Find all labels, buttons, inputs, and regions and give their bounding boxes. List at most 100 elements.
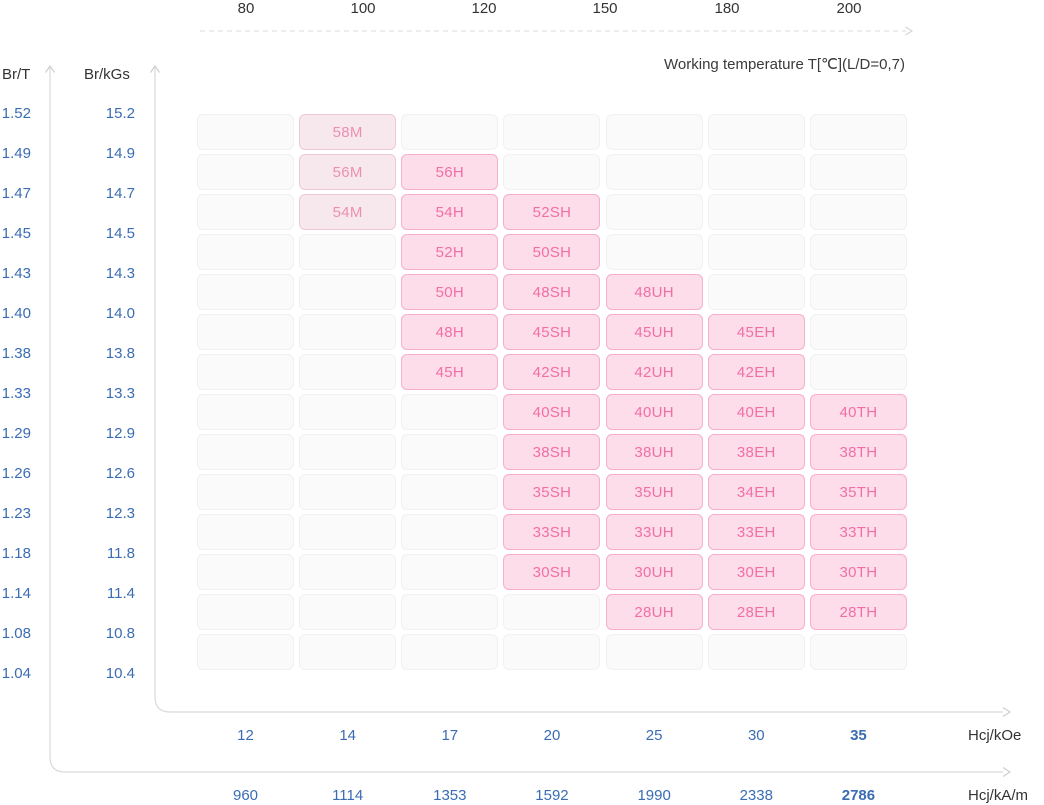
grade-cell-50h[interactable]: 50H bbox=[401, 274, 499, 310]
grade-cell-42sh[interactable]: 42SH bbox=[503, 354, 601, 390]
empty-cell bbox=[809, 634, 907, 670]
empty-cell bbox=[707, 154, 805, 190]
grade-cell-34eh[interactable]: 34EH bbox=[707, 474, 805, 510]
grade-cell-48uh[interactable]: 48UH bbox=[605, 274, 703, 310]
grade-cell-38uh[interactable]: 38UH bbox=[605, 434, 703, 470]
grade-cell-30uh[interactable]: 30UH bbox=[605, 554, 703, 590]
empty-cell bbox=[197, 394, 294, 430]
empty-cell bbox=[809, 274, 907, 310]
empty-cell bbox=[707, 194, 805, 230]
grade-cell-58m[interactable]: 58M bbox=[299, 114, 397, 150]
empty-cell bbox=[707, 234, 805, 270]
grade-cell-33uh[interactable]: 33UH bbox=[605, 514, 703, 550]
hcj-koe-tick: 20 bbox=[543, 727, 561, 744]
grade-cell-45sh[interactable]: 45SH bbox=[503, 314, 601, 350]
empty-cell bbox=[809, 234, 907, 270]
empty-cell bbox=[299, 474, 397, 510]
right-arrow-icon bbox=[905, 26, 914, 36]
grade-cell-35th[interactable]: 35TH bbox=[809, 474, 907, 510]
br-kgs-tick: 11.4 bbox=[106, 585, 135, 602]
grade-cell-38eh[interactable]: 38EH bbox=[707, 434, 805, 470]
grade-cell-42uh[interactable]: 42UH bbox=[605, 354, 703, 390]
grade-cell-56h[interactable]: 56H bbox=[401, 154, 499, 190]
grade-cell-38sh[interactable]: 38SH bbox=[503, 434, 601, 470]
br-t-tick: 1.40 bbox=[1, 305, 31, 322]
grade-cell-54m[interactable]: 54M bbox=[299, 194, 397, 230]
grade-cell-33th[interactable]: 33TH bbox=[809, 514, 907, 550]
grade-cell-42eh[interactable]: 42EH bbox=[707, 354, 805, 390]
up-arrow-icon bbox=[150, 64, 160, 73]
empty-cell bbox=[299, 314, 397, 350]
br-t-tick: 1.43 bbox=[1, 265, 31, 282]
empty-cell bbox=[503, 634, 601, 670]
empty-cell bbox=[299, 554, 397, 590]
br-t-tick: 1.08 bbox=[1, 625, 31, 642]
grade-cell-45eh[interactable]: 45EH bbox=[707, 314, 805, 350]
empty-cell bbox=[197, 274, 294, 310]
grade-cell-35sh[interactable]: 35SH bbox=[503, 474, 601, 510]
grade-cell-48h[interactable]: 48H bbox=[401, 314, 499, 350]
grade-cell-50sh[interactable]: 50SH bbox=[503, 234, 601, 270]
grade-cell-48sh[interactable]: 48SH bbox=[503, 274, 601, 310]
br-kgs-tick: 12.9 bbox=[105, 425, 135, 442]
br-t-tick: 1.49 bbox=[1, 145, 31, 162]
hcj-koe-tick: 35 bbox=[850, 727, 867, 744]
br-kgs-axis-title: Br/kGs bbox=[84, 66, 130, 83]
br-kgs-tick: 12.6 bbox=[105, 465, 135, 482]
up-arrow-icon bbox=[45, 64, 55, 73]
grade-cell-28th[interactable]: 28TH bbox=[809, 594, 907, 630]
empty-cell bbox=[299, 594, 397, 630]
grade-cell-40th[interactable]: 40TH bbox=[809, 394, 907, 430]
br-t-tick: 1.18 bbox=[1, 545, 31, 562]
br-t-axis-title: Br/T bbox=[2, 66, 31, 83]
empty-cell bbox=[401, 634, 499, 670]
empty-cell bbox=[809, 114, 907, 150]
grade-cell-35uh[interactable]: 35UH bbox=[605, 474, 703, 510]
grade-cell-33eh[interactable]: 33EH bbox=[707, 514, 805, 550]
grade-cell-40uh[interactable]: 40UH bbox=[605, 394, 703, 430]
empty-cell bbox=[401, 554, 499, 590]
empty-cell bbox=[197, 354, 294, 390]
empty-cell bbox=[605, 234, 703, 270]
empty-cell bbox=[299, 634, 397, 670]
br-t-tick: 1.14 bbox=[1, 585, 31, 602]
empty-cell bbox=[197, 434, 294, 470]
hcj-koe-tick: 14 bbox=[339, 727, 356, 744]
empty-cell bbox=[503, 114, 601, 150]
grade-cell-30th[interactable]: 30TH bbox=[809, 554, 907, 590]
grade-cell-56m[interactable]: 56M bbox=[299, 154, 397, 190]
empty-cell bbox=[299, 234, 397, 270]
grade-cell-38th[interactable]: 38TH bbox=[809, 434, 907, 470]
grade-cell-30eh[interactable]: 30EH bbox=[707, 554, 805, 590]
grade-cell-40eh[interactable]: 40EH bbox=[707, 394, 805, 430]
br-t-tick: 1.26 bbox=[1, 465, 31, 482]
grade-cell-28uh[interactable]: 28UH bbox=[605, 594, 703, 630]
grade-cell-30sh[interactable]: 30SH bbox=[503, 554, 601, 590]
br-t-tick: 1.45 bbox=[1, 225, 31, 242]
grade-cell-52sh[interactable]: 52SH bbox=[503, 194, 601, 230]
grade-cell-40sh[interactable]: 40SH bbox=[503, 394, 601, 430]
empty-cell bbox=[401, 514, 499, 550]
grade-cell-54h[interactable]: 54H bbox=[401, 194, 499, 230]
br-t-tick: 1.29 bbox=[1, 425, 31, 442]
grade-cell-45h[interactable]: 45H bbox=[401, 354, 499, 390]
br-t-tick: 1.33 bbox=[1, 385, 31, 402]
grade-cell-45uh[interactable]: 45UH bbox=[605, 314, 703, 350]
empty-cell bbox=[197, 514, 294, 550]
hcj-koe-axis-label: Hcj/kOe bbox=[968, 727, 1022, 744]
grade-cell-52h[interactable]: 52H bbox=[401, 234, 499, 270]
empty-cell bbox=[299, 274, 397, 310]
empty-cell bbox=[707, 114, 805, 150]
empty-cell bbox=[809, 354, 907, 390]
hcj-kam-tick: 1114 bbox=[332, 787, 364, 804]
br-t-tick: 1.38 bbox=[1, 345, 31, 362]
empty-cell bbox=[809, 314, 907, 350]
empty-cell bbox=[605, 114, 703, 150]
hcj-koe-tick: 25 bbox=[645, 727, 663, 744]
empty-cell bbox=[401, 114, 499, 150]
grade-cell-28eh[interactable]: 28EH bbox=[707, 594, 805, 630]
empty-cell bbox=[197, 194, 294, 230]
grade-cell-33sh[interactable]: 33SH bbox=[503, 514, 601, 550]
empty-cell bbox=[299, 394, 397, 430]
